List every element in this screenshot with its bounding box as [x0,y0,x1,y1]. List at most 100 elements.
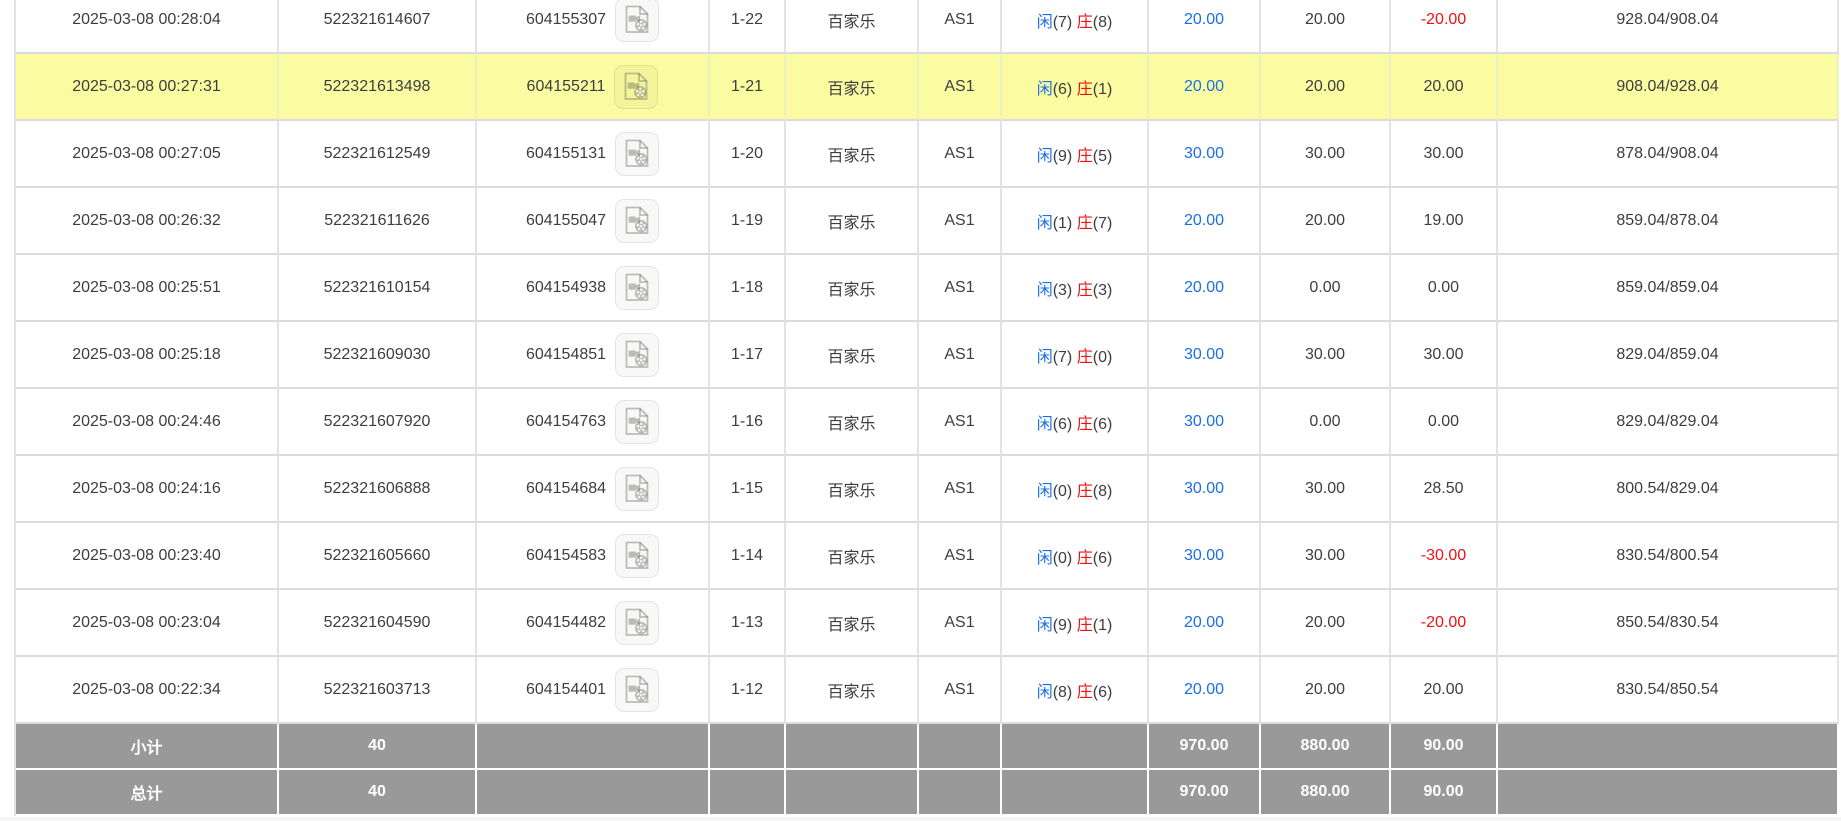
cell-bet-id: 522321605660 [279,523,477,590]
cell-game-type: 百家乐 [786,255,919,322]
cell-round-number: 1-17 [710,322,786,389]
cell-table-name: AS1 [919,54,1002,121]
subtotal-count: 40 [279,724,477,770]
cell-bet-id: 522321607920 [279,389,477,456]
player-label: 闲 [1036,683,1053,701]
video-button[interactable] [615,600,660,645]
cell-bet-id: 522321610154 [279,255,477,322]
table-row[interactable]: 2025-03-08 00:26:32 522321611626 6041550… [16,188,1839,255]
table-row[interactable]: 2025-03-08 00:28:04 522321614607 6041553… [16,0,1839,54]
bet-amount-link[interactable]: 20.00 [1183,613,1225,631]
video-file-icon [625,5,648,33]
cell-game-type: 百家乐 [786,456,919,523]
cell-round-number: 1-16 [710,389,786,456]
bet-amount-link[interactable]: 30.00 [1183,479,1225,497]
player-label: 闲 [1036,214,1053,232]
total-empty-cell [477,770,710,816]
cell-round-id: 604154851 [477,322,710,389]
video-button[interactable] [615,399,660,444]
cell-round-number: 1-22 [710,0,786,54]
table-row[interactable]: 2025-03-08 00:27:05 522321612549 6041551… [16,121,1839,188]
video-button[interactable] [615,198,660,243]
bet-amount-link[interactable]: 20.00 [1183,680,1225,698]
player-score: (6) [1052,80,1073,98]
cell-balance: 908.04/928.04 [1498,54,1839,121]
bet-amount-link[interactable]: 30.00 [1183,345,1225,363]
cell-win-loss: 20.00 [1391,657,1498,724]
player-label: 闲 [1036,147,1053,165]
cell-game-result: 闲(7) 庄(0) [1002,322,1149,389]
subtotal-winloss-total: 90.00 [1391,724,1498,770]
bet-amount-link[interactable]: 30.00 [1183,412,1225,430]
round-id-text: 604154763 [525,412,607,430]
bet-amount-link[interactable]: 20.00 [1183,278,1225,296]
cell-bet-amount: 20.00 [1149,590,1261,657]
cell-win-loss: -20.00 [1391,0,1498,54]
video-button[interactable] [615,466,660,511]
total-row: 总计 40 970.00 880.00 90.00 [16,770,1839,816]
player-score: (3) [1052,281,1073,299]
cell-bet-time: 2025-03-08 00:24:46 [16,389,279,456]
player-label: 闲 [1036,549,1053,567]
video-button[interactable] [614,64,659,109]
video-file-icon [625,273,648,301]
subtotal-row: 小计 40 970.00 880.00 90.00 [16,724,1839,770]
cell-round-number: 1-15 [710,456,786,523]
banker-label: 庄 [1076,683,1093,701]
cell-round-number: 1-21 [710,54,786,121]
bet-amount-link[interactable]: 30.00 [1183,144,1225,162]
banker-label: 庄 [1076,80,1093,98]
player-label: 闲 [1036,348,1053,366]
table-row[interactable]: 2025-03-08 00:23:04 522321604590 6041544… [16,590,1839,657]
cell-table-name: AS1 [919,322,1002,389]
cell-table-name: AS1 [919,523,1002,590]
cell-game-result: 闲(9) 庄(1) [1002,590,1149,657]
video-button[interactable] [615,332,660,377]
cell-bet-amount: 30.00 [1149,456,1261,523]
subtotal-bet-total: 970.00 [1149,724,1261,770]
cell-win-loss: -30.00 [1391,523,1498,590]
player-score: (8) [1052,683,1073,701]
bet-amount-link[interactable]: 20.00 [1183,77,1225,95]
cell-valid-amount: 20.00 [1261,54,1391,121]
video-button[interactable] [615,667,660,712]
table-row[interactable]: 2025-03-08 00:25:18 522321609030 6041548… [16,322,1839,389]
video-button[interactable] [615,0,660,42]
video-button[interactable] [615,533,660,578]
banker-label: 庄 [1076,482,1093,500]
table-row[interactable]: 2025-03-08 00:24:46 522321607920 6041547… [16,389,1839,456]
table-row[interactable]: 2025-03-08 00:23:40 522321605660 6041545… [16,523,1839,590]
bet-amount-link[interactable]: 20.00 [1183,211,1225,229]
banker-score: (6) [1092,549,1113,567]
video-file-icon [624,72,648,100]
cell-valid-amount: 0.00 [1261,255,1391,322]
table-row[interactable]: 2025-03-08 00:27:31 522321613498 6041552… [16,54,1839,121]
cell-game-result: 闲(8) 庄(6) [1002,657,1149,724]
cell-table-name: AS1 [919,121,1002,188]
table-body: 2025-03-08 00:28:04 522321614607 6041553… [16,0,1839,724]
cell-bet-time: 2025-03-08 00:23:04 [16,590,279,657]
video-button[interactable] [615,265,660,310]
cell-valid-amount: 0.00 [1261,389,1391,456]
player-score: (0) [1052,482,1073,500]
cell-round-number: 1-14 [710,523,786,590]
cell-bet-id: 522321604590 [279,590,477,657]
round-id-text: 604154583 [525,546,607,564]
cell-game-type: 百家乐 [786,188,919,255]
table-row[interactable]: 2025-03-08 00:25:51 522321610154 6041549… [16,255,1839,322]
player-label: 闲 [1036,13,1053,31]
table-row[interactable]: 2025-03-08 00:24:16 522321606888 6041546… [16,456,1839,523]
cell-win-loss: 19.00 [1391,188,1498,255]
subtotal-valid-total: 880.00 [1261,724,1391,770]
bet-amount-link[interactable]: 30.00 [1183,546,1225,564]
cell-round-id: 604154583 [477,523,710,590]
bet-amount-link[interactable]: 20.00 [1183,10,1225,28]
cell-bet-amount: 20.00 [1149,54,1261,121]
subtotal-empty-cell [919,724,1002,770]
round-id-text: 604154482 [525,613,607,631]
banker-score: (6) [1092,415,1113,433]
cell-win-loss: 0.00 [1391,389,1498,456]
video-button[interactable] [615,131,660,176]
table-row[interactable]: 2025-03-08 00:22:34 522321603713 6041544… [16,657,1839,724]
cell-bet-amount: 20.00 [1149,657,1261,724]
